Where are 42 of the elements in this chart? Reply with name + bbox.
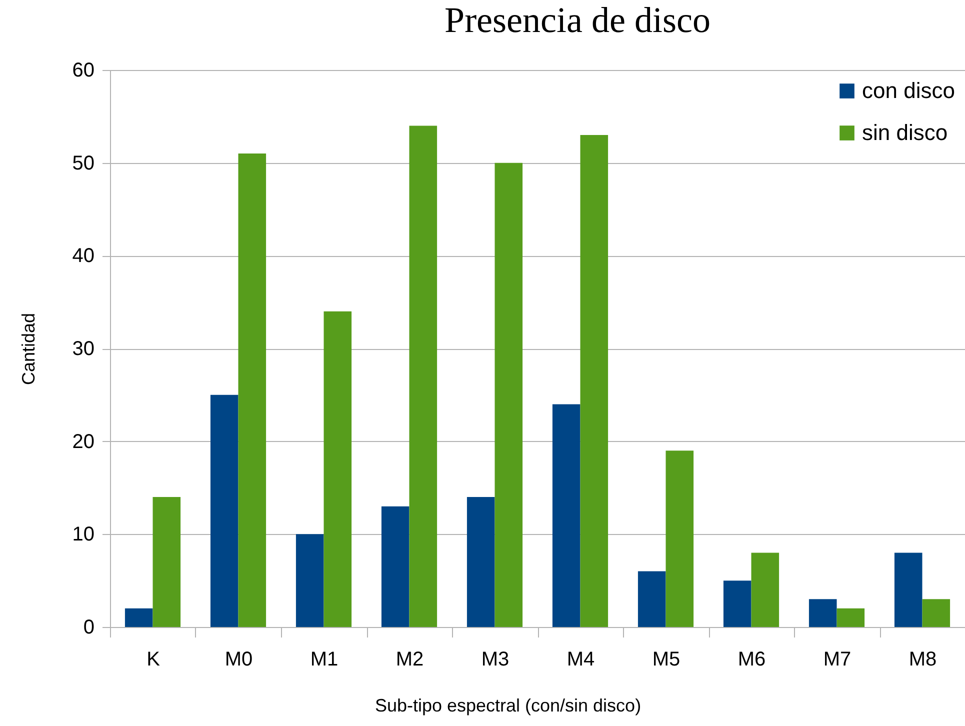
bar [409,126,438,627]
bar [552,404,580,627]
bar [666,450,694,627]
bar [324,311,352,627]
bar [381,506,410,627]
y-tick-label: 60 [72,60,94,82]
x-tick-label: K [146,648,161,670]
bar [466,497,495,627]
chart-title: Presencia de disco [444,0,710,40]
x-axis-title: Sub-tipo espectral (con/sin disco) [374,696,642,716]
bar [836,608,865,627]
bar [210,394,238,627]
bar [238,154,266,627]
x-tick-label: M7 [823,648,852,670]
bar [580,134,608,627]
legend-label: sin disco [862,120,948,145]
y-axis-title: Cantidad [18,312,38,386]
x-tick-label: M4 [566,648,595,670]
y-tick-label: 50 [72,152,94,174]
x-tick-label: M3 [481,648,510,670]
bar [922,599,950,627]
x-tick-label: M0 [224,648,253,670]
bar [638,571,666,627]
y-tick-label: 0 [83,616,94,638]
x-tick-label: M6 [738,648,766,670]
bar [808,599,837,627]
bar [751,552,780,627]
y-tick-label: 30 [72,338,94,360]
bar [894,552,922,627]
bar [723,580,752,627]
x-tick-label: M1 [310,648,338,670]
y-tick-label: 40 [72,245,94,268]
bar [494,162,523,627]
x-tick-label: M2 [396,648,424,670]
y-tick-label: 10 [72,524,94,546]
bar [152,497,181,627]
legend-label: con disco [862,78,955,103]
x-tick-label: M8 [908,648,937,670]
bar [296,534,324,627]
y-tick-label: 20 [72,430,94,453]
x-tick-label: M5 [652,648,680,670]
bar [124,608,153,627]
